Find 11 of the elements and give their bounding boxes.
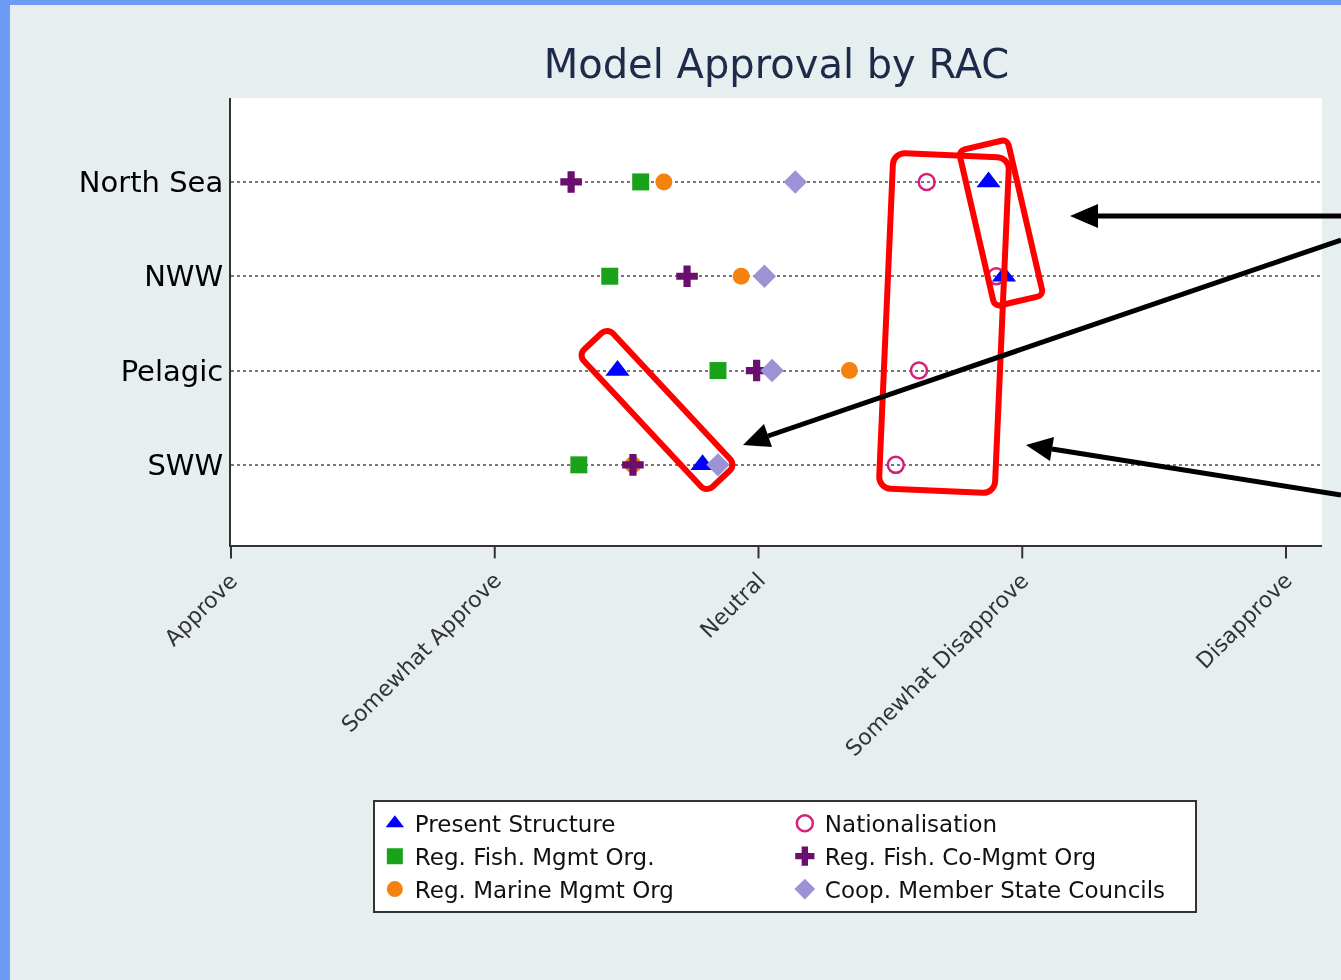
legend-label: Reg. Fish. Co-Mgmt Org [824,844,1097,871]
legend-label: Coop. Member State Councils [824,877,1166,904]
legend-label: Nationalisation [824,811,998,838]
legend-label: Reg. Marine Mgmt Org [414,877,674,904]
y-tick-label: North Sea [78,165,224,200]
y-tick-label: SWW [147,447,224,482]
legend-label: Reg. Fish. Mgmt Org. [414,844,655,871]
y-tick-label: NWW [144,259,224,294]
y-tick-label: Pelagic [120,353,224,388]
chart-title: Model Approval by RAC [543,40,1010,87]
legend-label: Present Structure [414,811,616,838]
